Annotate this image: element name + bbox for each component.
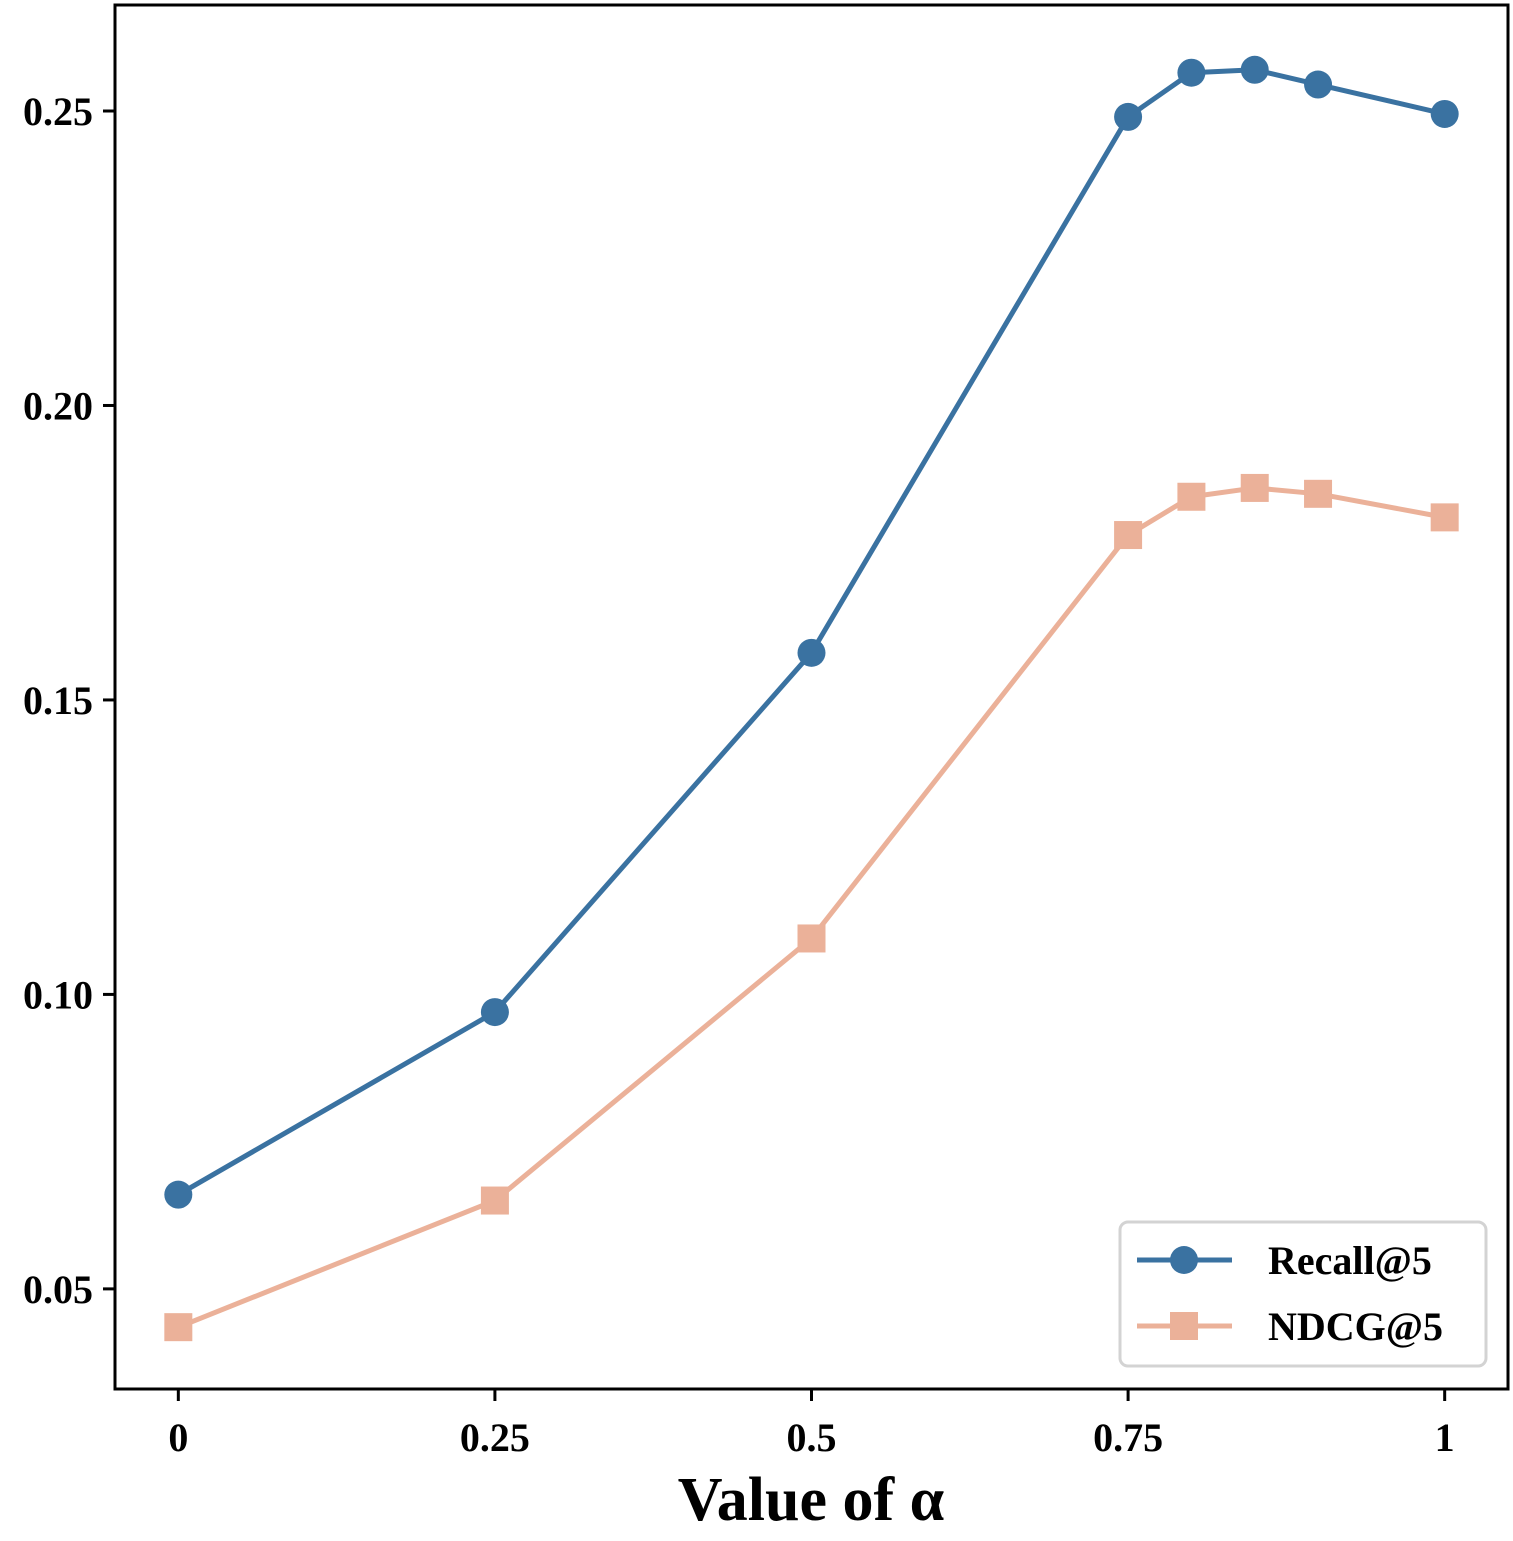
y-tick-label: 0.10 (23, 972, 93, 1017)
data-point-ndcg-5 (164, 1313, 193, 1342)
data-point-recall-5 (797, 638, 826, 667)
data-point-recall-5 (1114, 102, 1143, 131)
x-axis-label: Value of α (678, 1466, 945, 1534)
data-point-recall-5 (1430, 99, 1459, 128)
axis-ticks: 0 0.25 0.5 0.75 1 0.05 0.10 0.15 0.20 0.25 (23, 89, 1455, 1460)
data-point-ndcg-5 (1114, 521, 1143, 550)
series-line-ndcg-5 (177, 485, 1446, 1330)
y-tick-label: 0.05 (23, 1267, 93, 1312)
series-line-recall-5 (177, 67, 1446, 1197)
x-tick-label: 0.75 (1093, 1415, 1163, 1460)
x-tick-label: 0.5 (787, 1415, 837, 1460)
plot-frame (113, 3, 1510, 1391)
series-recall-5 (164, 55, 1459, 1209)
legend: Recall@5 NDCG@5 (1118, 1220, 1488, 1368)
series-group (164, 55, 1459, 1342)
legend-label: Recall@5 (1268, 1238, 1432, 1283)
data-point-recall-5 (1177, 58, 1206, 87)
data-point-recall-5 (1240, 55, 1269, 84)
data-point-ndcg-5 (1177, 482, 1206, 511)
x-tick-label: 1 (1435, 1415, 1455, 1460)
data-point-recall-5 (164, 1180, 193, 1209)
y-tick-label: 0.20 (23, 383, 93, 428)
x-tick-label: 0 (168, 1415, 188, 1460)
legend-label: NDCG@5 (1268, 1304, 1443, 1349)
data-point-ndcg-5 (797, 924, 826, 953)
legend-marker-square (1170, 1312, 1198, 1340)
legend-marker-circle (1170, 1246, 1198, 1274)
data-point-ndcg-5 (1304, 479, 1333, 508)
data-point-ndcg-5 (1240, 473, 1269, 502)
data-point-recall-5 (480, 998, 509, 1027)
x-tick-label: 0.25 (460, 1415, 530, 1460)
series-ndcg-5 (164, 473, 1459, 1342)
data-point-ndcg-5 (1430, 503, 1459, 532)
data-point-recall-5 (1304, 70, 1333, 99)
legend-item-ndcg-5: NDCG@5 (1137, 1304, 1443, 1349)
data-point-ndcg-5 (480, 1186, 509, 1215)
y-tick-label: 0.15 (23, 678, 93, 723)
y-tick-label: 0.25 (23, 89, 93, 134)
legend-item-recall-5: Recall@5 (1137, 1238, 1432, 1283)
